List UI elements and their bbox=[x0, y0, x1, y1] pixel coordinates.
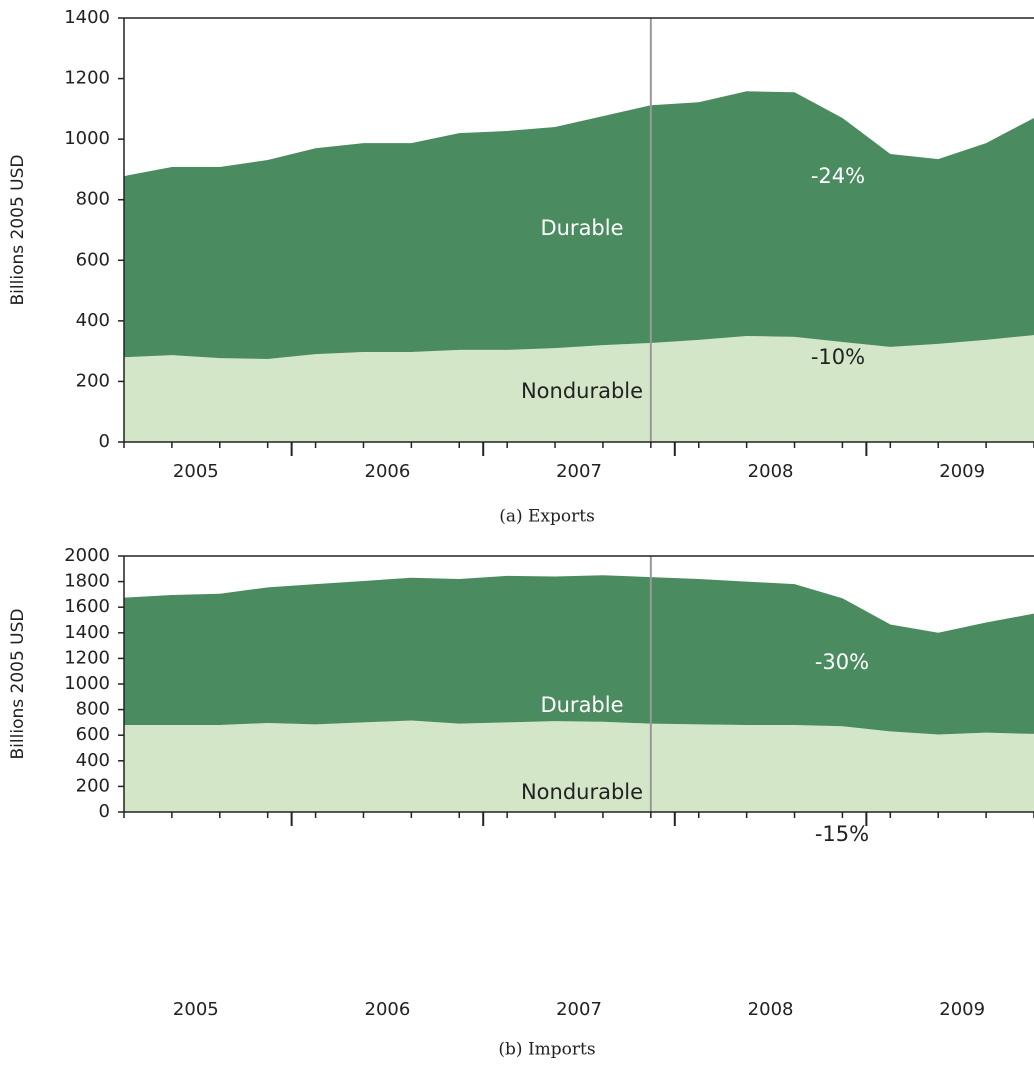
annotation: -24% bbox=[811, 164, 865, 188]
y-tick-label: 1400 bbox=[64, 7, 110, 28]
series-label: Durable bbox=[540, 216, 623, 240]
y-tick-label: 1800 bbox=[64, 571, 110, 592]
y-tick-label: 2000 bbox=[64, 545, 110, 566]
annotation: -30% bbox=[815, 650, 869, 674]
y-tick-label: 1000 bbox=[64, 673, 110, 694]
y-tick-label: 800 bbox=[76, 189, 110, 210]
area bbox=[124, 575, 1034, 735]
series-label: Nondurable bbox=[521, 780, 643, 804]
x-tick-label: 2009 bbox=[939, 999, 985, 1020]
y-tick-label: 200 bbox=[76, 370, 110, 391]
series-label: Nondurable bbox=[521, 379, 643, 403]
x-tick-label: 2007 bbox=[556, 999, 602, 1020]
y-tick-label: 1600 bbox=[64, 596, 110, 617]
area bbox=[124, 335, 1034, 442]
x-tick-label: 2009 bbox=[939, 461, 985, 482]
y-axis-label: Billions 2005 USD bbox=[8, 155, 28, 306]
x-tick-label: 2007 bbox=[556, 461, 602, 482]
caption: (a) Exports bbox=[499, 507, 595, 527]
y-tick-label: 400 bbox=[76, 750, 110, 771]
y-tick-label: 1200 bbox=[64, 68, 110, 89]
x-tick-label: 2005 bbox=[173, 461, 219, 482]
x-tick-label: 2006 bbox=[365, 999, 411, 1020]
x-tick-label: 2008 bbox=[748, 461, 794, 482]
x-tick-label: 2006 bbox=[365, 461, 411, 482]
y-tick-label: 800 bbox=[76, 699, 110, 720]
area bbox=[124, 720, 1034, 812]
y-tick-label: 400 bbox=[76, 310, 110, 331]
y-tick-label: 1200 bbox=[64, 647, 110, 668]
y-tick-label: 0 bbox=[99, 801, 110, 822]
caption: (b) Imports bbox=[498, 1040, 595, 1060]
y-tick-label: 600 bbox=[76, 249, 110, 270]
annotation: -15% bbox=[815, 822, 869, 846]
y-tick-label: 1400 bbox=[64, 622, 110, 643]
series-label: Durable bbox=[540, 693, 623, 717]
annotation: -10% bbox=[811, 345, 865, 369]
x-tick-label: 2005 bbox=[173, 999, 219, 1020]
y-tick-label: 0 bbox=[99, 431, 110, 452]
y-tick-label: 600 bbox=[76, 724, 110, 745]
area bbox=[124, 91, 1034, 360]
y-axis-label: Billions 2005 USD bbox=[8, 609, 28, 760]
x-tick-label: 2008 bbox=[748, 999, 794, 1020]
y-tick-label: 200 bbox=[76, 775, 110, 796]
y-tick-label: 1000 bbox=[64, 128, 110, 149]
